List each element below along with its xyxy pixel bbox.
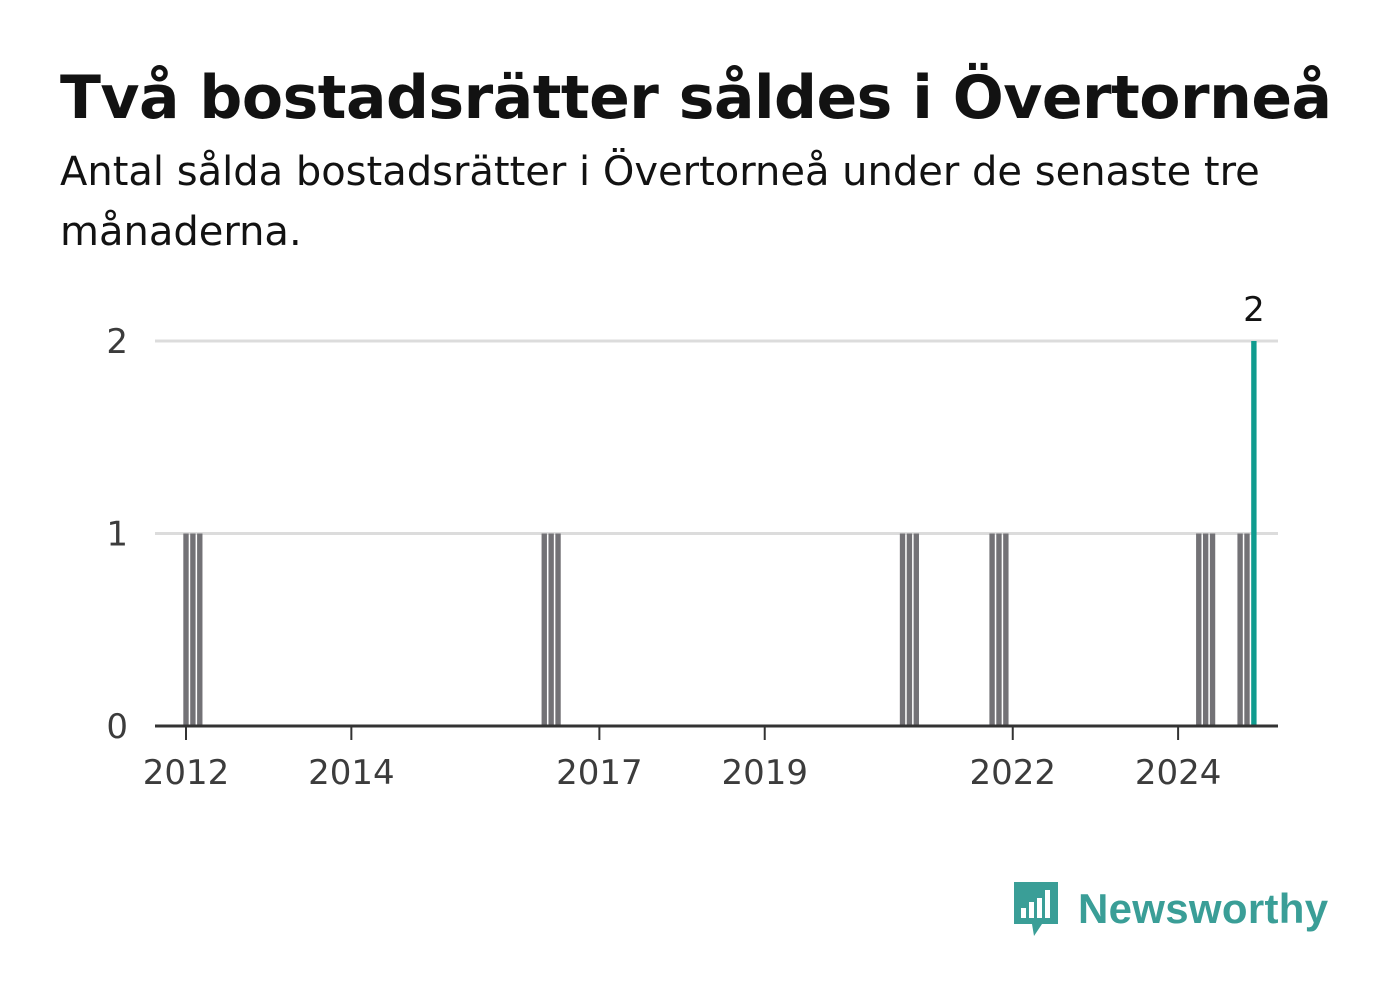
- bar-2021-11: [996, 533, 1002, 726]
- newsworthy-logo: Newsworthy: [1010, 878, 1328, 940]
- bars: [183, 341, 1257, 726]
- bar-highlight-2024-12: [1251, 341, 1257, 726]
- data-label-highlight: 2: [1243, 290, 1265, 330]
- bar-2016-05: [541, 533, 547, 726]
- bar-2021-12: [1003, 533, 1009, 726]
- x-tick-label-2022: 2022: [969, 753, 1056, 793]
- x-tick-label-2017: 2017: [556, 753, 643, 793]
- bar-2012-01: [183, 533, 189, 726]
- x-tick-label-2014: 2014: [308, 753, 395, 793]
- bar-2020-10: [906, 533, 913, 726]
- bar-2024-05: [1202, 533, 1209, 726]
- y-tick-label-2: 2: [106, 322, 128, 362]
- x-tick-label-2019: 2019: [721, 753, 808, 793]
- y-tick-label-0: 0: [106, 707, 128, 747]
- bar-2024-10: [1237, 533, 1243, 726]
- bar-2021-10: [989, 533, 995, 726]
- gridlines: [155, 339, 1278, 535]
- bar-2024-11: [1244, 533, 1250, 726]
- y-tick-label-1: 1: [106, 515, 128, 555]
- axes: [155, 724, 1278, 740]
- bar-2012-02: [190, 533, 196, 726]
- bar-2024-04: [1196, 533, 1202, 726]
- bar-chart-speech-bubble-icon: [1014, 882, 1058, 936]
- x-tick-label-2012: 2012: [143, 753, 230, 793]
- bar-2020-11: [913, 533, 919, 726]
- bar-2012-03: [197, 533, 203, 726]
- chart-title: Två bostadsrätter såldes i Övertorneå: [60, 63, 1332, 133]
- x-tick-label-2024: 2024: [1135, 753, 1222, 793]
- chart-subtitle: Antal sålda bostadsrätter i Övertorneå u…: [60, 149, 1260, 255]
- bar-2016-06: [548, 533, 554, 726]
- labels: 0 1 2 2 2012 2014 2017 2019 2022 2024: [106, 290, 1264, 793]
- bar-2020-09: [899, 533, 906, 726]
- brand-name: Newsworthy: [1078, 885, 1329, 932]
- bar-2016-07: [555, 533, 561, 726]
- bar-2024-06: [1209, 533, 1216, 726]
